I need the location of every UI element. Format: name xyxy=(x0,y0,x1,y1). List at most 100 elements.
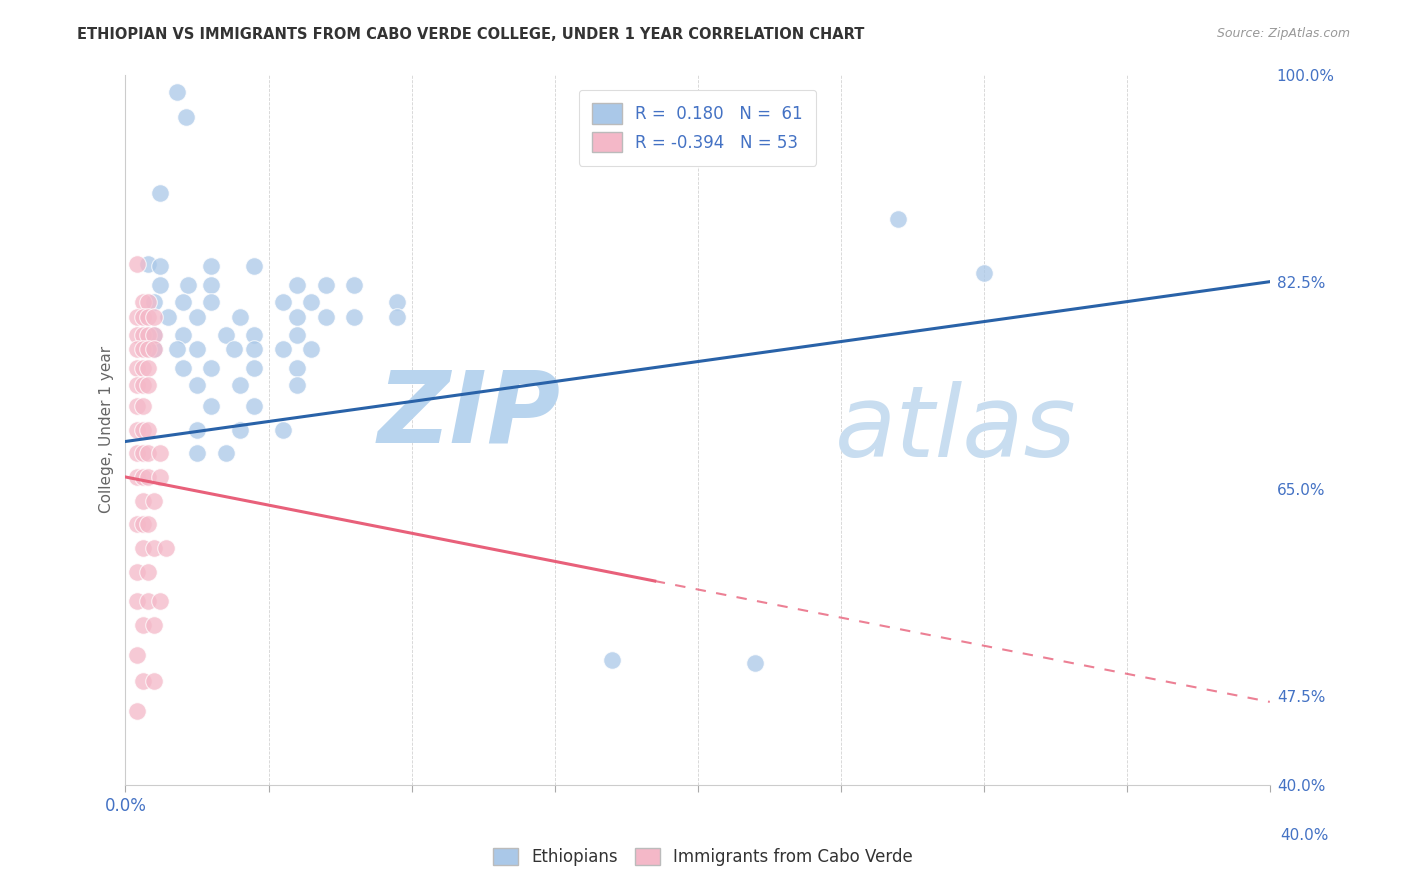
Point xyxy=(166,85,188,99)
Text: Source: ZipAtlas.com: Source: ZipAtlas.com xyxy=(1216,27,1350,40)
Point xyxy=(138,342,160,356)
Point xyxy=(138,310,160,325)
Point xyxy=(166,342,188,356)
Point xyxy=(138,446,160,460)
Point xyxy=(131,342,153,356)
Point xyxy=(285,327,308,342)
Point xyxy=(172,294,194,309)
Point xyxy=(149,594,172,608)
Point xyxy=(243,399,266,413)
Point xyxy=(186,377,208,392)
Point xyxy=(125,446,148,460)
Point xyxy=(600,653,623,667)
Point xyxy=(200,399,222,413)
Point xyxy=(285,310,308,325)
Point xyxy=(186,423,208,437)
Point xyxy=(343,310,366,325)
Text: atlas: atlas xyxy=(835,381,1077,478)
Point xyxy=(125,517,148,532)
Point xyxy=(143,310,166,325)
Point xyxy=(271,342,294,356)
Point xyxy=(143,541,166,555)
Point xyxy=(214,327,236,342)
Point xyxy=(125,377,148,392)
Point xyxy=(125,257,148,271)
Point xyxy=(343,278,366,293)
Point xyxy=(125,704,148,718)
Point xyxy=(143,493,166,508)
Point xyxy=(143,618,166,632)
Point xyxy=(214,446,236,460)
Point xyxy=(315,278,337,293)
Point xyxy=(271,294,294,309)
Point xyxy=(744,656,766,670)
Point xyxy=(243,327,266,342)
Point xyxy=(125,648,148,662)
Point xyxy=(172,327,194,342)
Point xyxy=(138,565,160,579)
Point xyxy=(143,294,166,309)
Point xyxy=(887,211,910,226)
Point xyxy=(200,260,222,274)
Point xyxy=(299,294,322,309)
Point xyxy=(315,310,337,325)
Point xyxy=(285,377,308,392)
Point xyxy=(143,673,166,688)
Point xyxy=(143,327,166,342)
Point xyxy=(131,399,153,413)
Point xyxy=(229,377,252,392)
Point xyxy=(143,342,166,356)
Point xyxy=(125,470,148,484)
Y-axis label: College, Under 1 year: College, Under 1 year xyxy=(100,346,114,513)
Point xyxy=(387,294,409,309)
Point xyxy=(131,310,153,325)
Legend: Ethiopians, Immigrants from Cabo Verde: Ethiopians, Immigrants from Cabo Verde xyxy=(486,841,920,873)
Point xyxy=(131,470,153,484)
Point xyxy=(157,310,180,325)
Point xyxy=(125,399,148,413)
Point xyxy=(138,377,160,392)
Point xyxy=(131,294,153,309)
Point xyxy=(138,294,160,309)
Point xyxy=(243,361,266,376)
Point xyxy=(172,361,194,376)
Point xyxy=(149,186,172,200)
Point xyxy=(243,342,266,356)
Point xyxy=(149,260,172,274)
Point xyxy=(285,361,308,376)
Point xyxy=(186,310,208,325)
Point xyxy=(243,260,266,274)
Text: ETHIOPIAN VS IMMIGRANTS FROM CABO VERDE COLLEGE, UNDER 1 YEAR CORRELATION CHART: ETHIOPIAN VS IMMIGRANTS FROM CABO VERDE … xyxy=(77,27,865,42)
Point xyxy=(387,310,409,325)
Point xyxy=(177,278,200,293)
Legend: R =  0.180   N =  61, R = -0.394   N = 53: R = 0.180 N = 61, R = -0.394 N = 53 xyxy=(579,90,817,166)
Point xyxy=(125,594,148,608)
Point xyxy=(131,541,153,555)
Point xyxy=(131,517,153,532)
Point xyxy=(138,423,160,437)
Point xyxy=(131,493,153,508)
Point xyxy=(200,361,222,376)
Point xyxy=(299,342,322,356)
Point xyxy=(138,327,160,342)
Point xyxy=(131,618,153,632)
Point xyxy=(138,470,160,484)
Point xyxy=(138,594,160,608)
Point xyxy=(973,266,995,280)
Point xyxy=(143,342,166,356)
Point xyxy=(131,327,153,342)
Point xyxy=(131,377,153,392)
Point xyxy=(229,310,252,325)
Point xyxy=(125,310,148,325)
Point xyxy=(149,470,172,484)
Point xyxy=(229,423,252,437)
Point xyxy=(125,342,148,356)
Point xyxy=(131,446,153,460)
Point xyxy=(174,110,197,124)
Point xyxy=(138,257,160,271)
Point xyxy=(125,423,148,437)
Point xyxy=(186,446,208,460)
Point xyxy=(200,278,222,293)
Point xyxy=(131,361,153,376)
Point xyxy=(125,327,148,342)
